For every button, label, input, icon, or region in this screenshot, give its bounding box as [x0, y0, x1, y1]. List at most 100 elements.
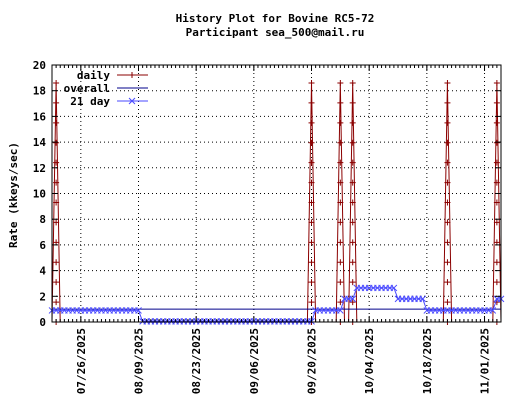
plus-marker: [53, 299, 60, 306]
legend-label: daily: [77, 69, 110, 82]
axis-layer: 0 2 4 6 8 10 12 14 16 18 20 07/26/2025 08/09/2025 08/…: [33, 59, 502, 394]
plus-marker: [493, 159, 500, 166]
plus-marker: [308, 79, 315, 86]
plus-marker: [308, 179, 315, 186]
marker-path: [493, 199, 500, 206]
marker-path: [444, 259, 451, 266]
plus-marker: [308, 99, 315, 106]
marker-path: [419, 295, 427, 303]
plus-marker: [53, 99, 60, 106]
cross-marker: [489, 307, 497, 314]
plus-marker: [349, 79, 356, 86]
plus-marker: [444, 119, 451, 126]
x-tick-label: 08/23/2025: [190, 328, 203, 394]
marker-path: [444, 219, 451, 226]
marker-path: [308, 279, 315, 286]
plus-marker: [349, 99, 356, 106]
marker-path: [349, 219, 356, 226]
plus-marker: [337, 279, 344, 286]
cross-marker: [349, 295, 357, 303]
marker-path: [308, 179, 315, 186]
cross-marker: [419, 295, 427, 303]
plus-marker: [337, 119, 344, 126]
plus-marker: [53, 179, 60, 186]
marker-path: [493, 239, 500, 246]
marker-path: [444, 299, 451, 306]
plus-marker: [337, 259, 344, 266]
plus-marker: [337, 239, 344, 246]
marker-path: [53, 79, 60, 86]
legend-label: overall: [64, 82, 110, 95]
marker-path: [349, 119, 356, 126]
plus-marker: [349, 199, 356, 206]
plus-marker: [308, 159, 315, 166]
marker-path: [444, 239, 451, 246]
marker-path: [337, 219, 344, 226]
marker-path: [53, 239, 60, 246]
marker-path: [308, 219, 315, 226]
plus-marker: [337, 199, 344, 206]
y-tick-label: 14: [33, 136, 47, 149]
marker-path: [53, 279, 60, 286]
daily-line: [51, 82, 502, 323]
plus-marker: [493, 219, 500, 226]
plus-marker: [444, 239, 451, 246]
x-tick-label: 07/26/2025: [75, 328, 88, 394]
chart-subtitle: Participant sea_500@mail.ru: [186, 26, 365, 39]
plus-marker: [308, 299, 315, 306]
marker-path: [337, 119, 344, 126]
plus-marker: [444, 179, 451, 186]
marker-path: [493, 179, 500, 186]
marker-path: [308, 119, 315, 126]
plus-marker: [493, 79, 500, 86]
marker-path: [308, 159, 315, 166]
marker-path: [308, 239, 315, 246]
marker-path: [444, 179, 451, 186]
plus-marker: [337, 219, 344, 226]
plus-marker: [337, 99, 344, 106]
marker-path: [129, 72, 135, 78]
marker-path: [349, 179, 356, 186]
marker-path: [444, 139, 451, 146]
plus-marker: [53, 279, 60, 286]
plus-marker: [493, 179, 500, 186]
marker-path: [53, 159, 60, 166]
plot-border: [51, 64, 502, 323]
marker-path: [337, 99, 344, 106]
marker-path: [337, 199, 344, 206]
plus-marker: [349, 299, 356, 306]
marker-path: [489, 307, 497, 314]
x-tick-label: 09/06/2025: [248, 328, 261, 394]
marker-path: [308, 99, 315, 106]
marker-path: [349, 279, 356, 286]
marker-path: [444, 79, 451, 86]
marker-path: [493, 259, 500, 266]
plus-marker: [444, 199, 451, 206]
marker-path: [308, 199, 315, 206]
plus-marker: [308, 199, 315, 206]
marker-path: [53, 199, 60, 206]
y-axis-label: Rate (kkeys/sec): [7, 142, 20, 248]
plus-marker: [444, 259, 451, 266]
plus-marker: [493, 239, 500, 246]
cross-marker: [336, 307, 344, 314]
plus-marker: [493, 119, 500, 126]
y-tick-label: 8: [39, 213, 46, 226]
plus-marker: [444, 79, 451, 86]
plus-marker: [349, 279, 356, 286]
plus-marker: [337, 139, 344, 146]
grid-layer: [52, 65, 501, 322]
marker-path: [135, 307, 142, 314]
marker-path: [53, 179, 60, 186]
plus-marker: [337, 79, 344, 86]
cross-marker: [390, 284, 398, 292]
marker-path: [493, 119, 500, 126]
marker-path: [308, 299, 315, 306]
plus-marker: [444, 139, 451, 146]
marker-path: [444, 119, 451, 126]
marker-path: [349, 199, 356, 206]
marker-path: [337, 299, 344, 306]
plus-marker: [308, 239, 315, 246]
